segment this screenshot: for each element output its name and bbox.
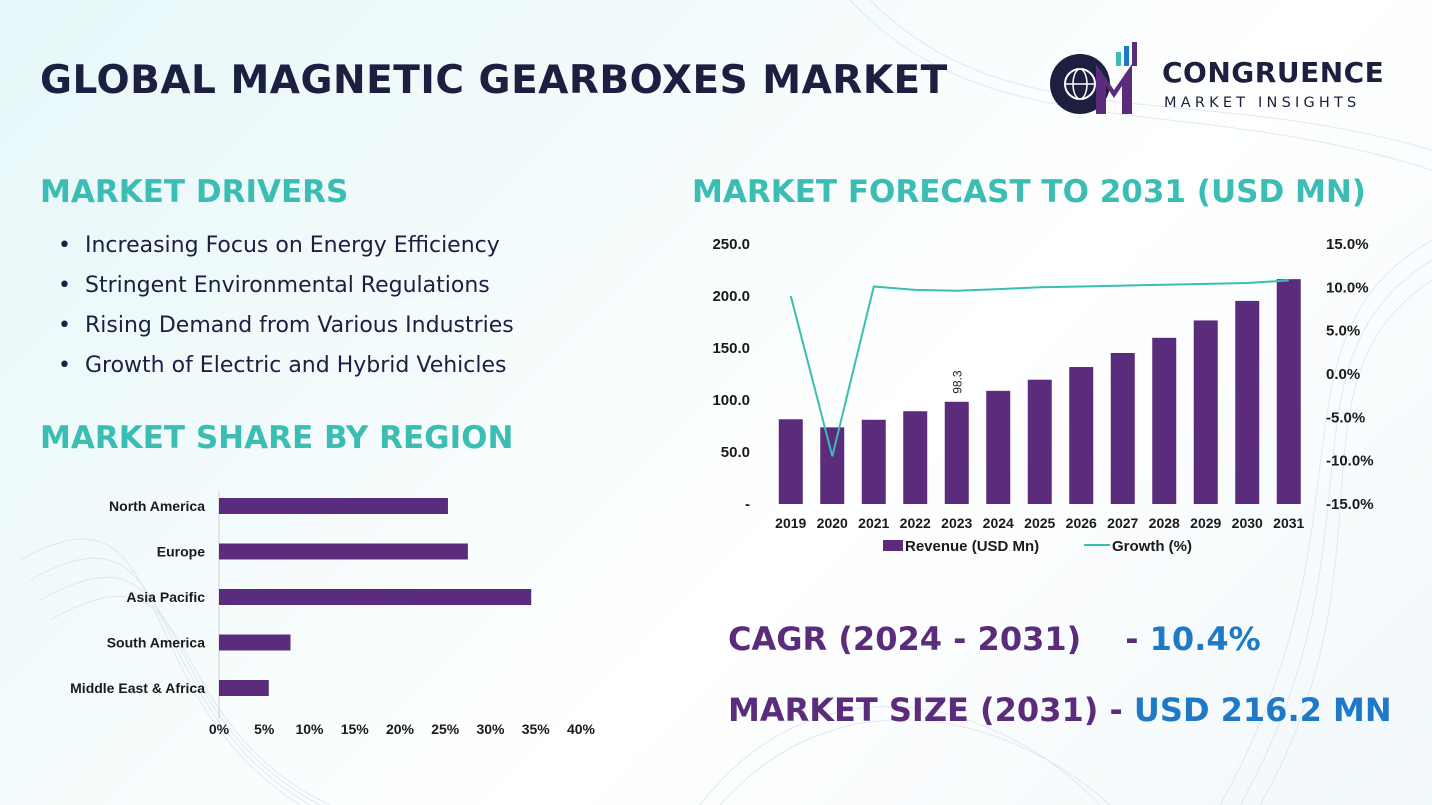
x-tick-label: 2030 bbox=[1232, 515, 1263, 531]
x-tick-label: 2026 bbox=[1066, 515, 1097, 531]
x-tick-label: 2027 bbox=[1107, 515, 1138, 531]
x-tick-label: 2022 bbox=[900, 515, 931, 531]
legend-revenue-label: Revenue (USD Mn) bbox=[905, 538, 1039, 555]
x-tick-label: 2021 bbox=[858, 515, 889, 531]
legend-revenue-swatch bbox=[883, 540, 903, 551]
forecast-chart: - 50.0 100.0 150.0 200.0 250.0 -15.0% -10.0% -5.… bbox=[712, 236, 1374, 555]
cagr-line: CAGR (2024 - 2031) - 10.4% bbox=[728, 620, 1261, 658]
page-title: GLOBAL MAGNETIC GEARBOXES MARKET bbox=[40, 58, 948, 103]
revenue-bar bbox=[986, 390, 1011, 504]
revenue-bar bbox=[1276, 279, 1301, 504]
x-tick-label: 10% bbox=[295, 721, 324, 737]
x-tick-label: 35% bbox=[522, 721, 551, 737]
driver-item: Stringent Environmental Regulations bbox=[58, 268, 514, 308]
region-label: Asia Pacific bbox=[126, 589, 205, 605]
x-tick-label: 20% bbox=[386, 721, 415, 737]
x-tick-label: 25% bbox=[431, 721, 460, 737]
revenue-bar bbox=[1110, 352, 1135, 504]
y2-tick-label: -15.0% bbox=[1326, 496, 1374, 513]
revenue-bar bbox=[944, 401, 969, 504]
market-size-separator: - bbox=[1098, 691, 1134, 729]
y2-tick-label: -5.0% bbox=[1326, 409, 1365, 426]
y2-tick-label: 5.0% bbox=[1326, 323, 1360, 340]
x-tick-label: 30% bbox=[476, 721, 505, 737]
revenue-bar bbox=[861, 419, 886, 504]
region-label: North America bbox=[109, 498, 205, 514]
market-size-label: MARKET SIZE (2031) bbox=[728, 691, 1099, 729]
region-label: Middle East & Africa bbox=[70, 680, 205, 696]
revenue-bar bbox=[778, 419, 803, 504]
revenue-bar bbox=[1152, 337, 1177, 504]
cagr-label: CAGR (2024 - 2031) bbox=[728, 620, 1082, 658]
x-tick-label: 2019 bbox=[775, 515, 806, 531]
region-label: Europe bbox=[157, 544, 205, 560]
x-tick-label: 15% bbox=[341, 721, 370, 737]
region-share-chart: North America Europe Asia Pacific South Ame… bbox=[70, 491, 596, 737]
region-bar bbox=[219, 589, 532, 605]
region-bar bbox=[219, 680, 269, 696]
x-tick-label: 40% bbox=[567, 721, 596, 737]
region-bar bbox=[219, 543, 468, 560]
driver-item: Rising Demand from Various Industries bbox=[58, 308, 514, 348]
market-size-line: MARKET SIZE (2031) - USD 216.2 MN bbox=[728, 691, 1392, 729]
cagr-separator: - bbox=[1125, 620, 1150, 658]
forecast-heading: MARKET FORECAST TO 2031 (USD MN) bbox=[692, 174, 1366, 210]
y-tick-label: 200.0 bbox=[712, 288, 750, 305]
logo-name: CONGRUENCE bbox=[1162, 56, 1385, 89]
x-tick-label: 2023 bbox=[941, 515, 972, 531]
x-tick-label: 2025 bbox=[1024, 515, 1055, 531]
logo-mark-icon bbox=[1050, 42, 1137, 114]
revenue-bar bbox=[1193, 320, 1218, 504]
y-tick-label: 50.0 bbox=[721, 444, 750, 461]
x-tick-label: 2020 bbox=[817, 515, 848, 531]
y2-tick-label: -10.0% bbox=[1326, 453, 1374, 470]
y2-tick-label: 15.0% bbox=[1326, 236, 1369, 253]
cagr-value: 10.4% bbox=[1149, 620, 1261, 658]
y-tick-label: 250.0 bbox=[712, 236, 750, 253]
revenue-bar bbox=[1069, 367, 1094, 504]
y-tick-label: 100.0 bbox=[712, 392, 750, 409]
y2-tick-label: 10.0% bbox=[1326, 279, 1369, 296]
x-tick-label: 2028 bbox=[1149, 515, 1180, 531]
driver-item: Increasing Focus on Energy Efficiency bbox=[58, 228, 514, 268]
region-bar bbox=[219, 498, 448, 514]
x-tick-label: 2031 bbox=[1273, 515, 1304, 531]
revenue-bar bbox=[1027, 379, 1052, 504]
logo-subtitle: MARKET INSIGHTS bbox=[1164, 95, 1361, 111]
revenue-bar bbox=[820, 427, 845, 504]
drivers-list: Increasing Focus on Energy Efficiency St… bbox=[58, 228, 514, 388]
y2-tick-label: 0.0% bbox=[1326, 366, 1360, 383]
market-size-value: USD 216.2 MN bbox=[1133, 691, 1392, 729]
y-tick-label: - bbox=[745, 496, 750, 513]
y-tick-label: 150.0 bbox=[712, 340, 750, 357]
region-label: South America bbox=[107, 635, 205, 651]
bar-data-label: 98.3 bbox=[951, 370, 965, 394]
revenue-bar bbox=[903, 411, 928, 504]
x-tick-label: 0% bbox=[209, 721, 230, 737]
x-tick-label: 5% bbox=[254, 721, 275, 737]
revenue-bar bbox=[1235, 300, 1260, 504]
x-tick-label: 2029 bbox=[1190, 515, 1221, 531]
x-tick-label: 2024 bbox=[983, 515, 1014, 531]
company-logo: CONGRUENCE MARKET INSIGHTS bbox=[1044, 40, 1394, 120]
legend-growth-label: Growth (%) bbox=[1112, 538, 1192, 555]
drivers-heading: MARKET DRIVERS bbox=[40, 174, 349, 210]
growth-line bbox=[789, 279, 1289, 457]
region-heading: MARKET SHARE BY REGION bbox=[40, 420, 514, 456]
region-bar bbox=[219, 634, 291, 651]
driver-item: Growth of Electric and Hybrid Vehicles bbox=[58, 348, 514, 388]
